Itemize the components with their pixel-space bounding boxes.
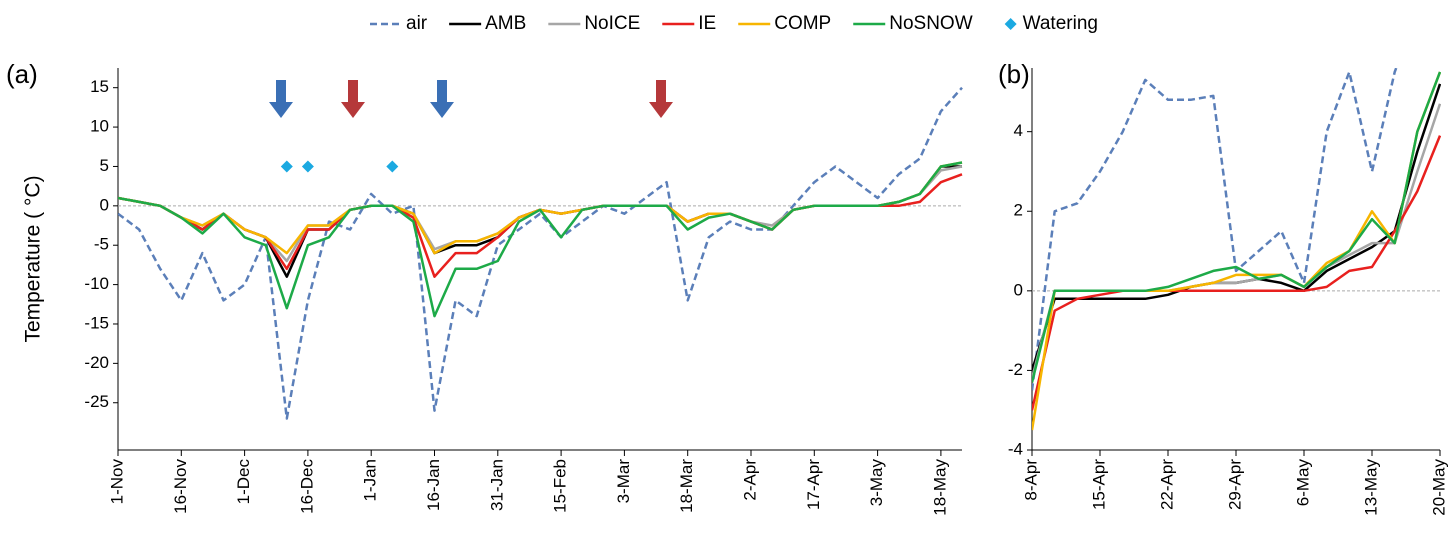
x-tick-label: 13-May (1361, 459, 1380, 516)
y-tick-label: -5 (94, 235, 109, 254)
x-tick-label: 3-May (867, 459, 886, 507)
x-tick-label: 16-Nov (171, 459, 190, 514)
x-tick-label: 31-Jan (487, 459, 506, 511)
x-tick-label: 22-Apr (1157, 459, 1176, 510)
y-tick-label: 0 (100, 195, 109, 214)
x-tick-label: 2-Apr (740, 459, 759, 501)
legend-label: IE (698, 13, 716, 34)
y-tick-label: 4 (1014, 121, 1023, 140)
legend-marker (1004, 18, 1017, 30)
x-tick-label: 18-Mar (677, 459, 696, 513)
x-tick-label: 1-Nov (107, 459, 126, 505)
x-tick-label: 17-Apr (804, 459, 823, 510)
watering-marker (386, 160, 399, 173)
panel-label: (b) (998, 59, 1030, 89)
plot-area (118, 86, 963, 420)
x-tick-label: 15-Apr (1089, 459, 1108, 510)
series-line (118, 165, 962, 278)
legend-label: COMP (774, 13, 831, 34)
y-tick-label: 0 (1014, 280, 1023, 299)
watering-marker (280, 160, 293, 173)
series-line (118, 161, 963, 255)
x-tick-label: 29-Apr (1225, 459, 1244, 510)
plot-area (1032, 68, 1441, 431)
y-tick-label: -2 (1008, 360, 1023, 379)
y-tick-label: 15 (90, 77, 109, 96)
y-tick-label: -10 (84, 274, 109, 293)
x-tick-label: 18-May (930, 459, 949, 516)
series-line (118, 173, 963, 278)
series-line (1032, 71, 1441, 431)
arrow-blue (430, 80, 454, 118)
legend-label: air (406, 13, 428, 34)
arrow-blue (269, 80, 293, 118)
series-line (1032, 135, 1441, 411)
x-tick-label: 8-Apr (1021, 459, 1040, 501)
arrow-red (649, 80, 673, 118)
legend-label: AMB (485, 13, 526, 34)
x-tick-label: 15-Feb (551, 459, 570, 513)
x-tick-label: 16-Jan (424, 459, 443, 511)
panel-label: (a) (6, 59, 38, 89)
x-tick-label: 20-May (1429, 459, 1448, 516)
series-line (1032, 71, 1441, 383)
arrows (269, 80, 673, 118)
watering-marker (301, 160, 314, 173)
y-tick-label: 10 (90, 117, 109, 136)
arrow-red (341, 80, 365, 118)
series-line (1032, 68, 1398, 391)
x-tick-label: 1-Dec (234, 459, 253, 505)
x-tick-label: 6-May (1293, 459, 1312, 507)
y-tick-label: 2 (1014, 201, 1023, 220)
legend-label: NoICE (584, 13, 640, 34)
y-tick-label: -25 (84, 392, 109, 411)
y-tick-label: -15 (84, 313, 109, 332)
series-line (118, 161, 963, 318)
legend-label: Watering (1023, 13, 1098, 34)
y-axis-label: Temperature ( °C) (22, 175, 45, 342)
x-tick-label: 3-Mar (614, 459, 633, 504)
y-tick-label: -20 (84, 353, 109, 372)
x-tick-label: 1-Jan (361, 459, 380, 502)
x-tick-label: 16-Dec (297, 459, 316, 514)
series-line (118, 86, 963, 420)
legend-label: NoSNOW (889, 13, 972, 34)
y-tick-label: 5 (100, 156, 109, 175)
y-tick-label: -4 (1008, 439, 1023, 458)
